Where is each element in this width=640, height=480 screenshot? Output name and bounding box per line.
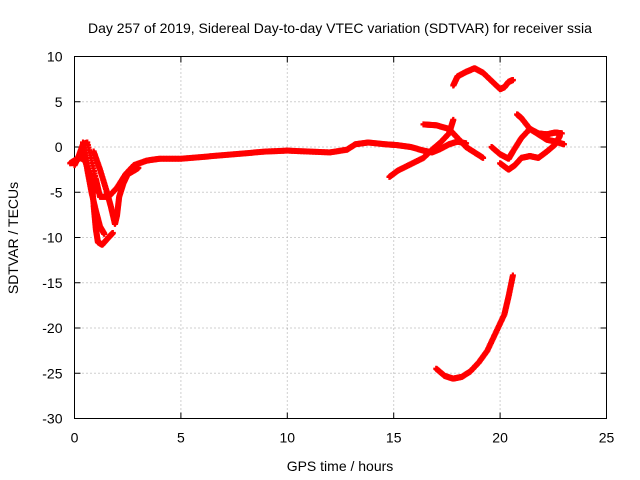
y-tick-label: -25 [42,365,62,381]
y-tick-label: -20 [42,320,62,336]
data-point [101,230,108,237]
data-point [90,189,97,196]
series-arc-high [450,65,516,93]
y-tick-label: 5 [55,94,63,110]
x-tick-label: 10 [280,430,296,446]
series-arc-dip [90,148,142,227]
chart-title: Day 257 of 2019, Sidereal Day-to-day VTE… [88,20,592,36]
series-arc-right-c [497,133,563,173]
data-marks [67,65,567,382]
x-tick-label: 15 [386,430,402,446]
data-point [509,272,516,279]
y-tick-label: 10 [47,49,63,65]
axis-ticks [74,56,607,419]
data-point [560,141,567,148]
y-axis-label: SDTVAR / TECUs [5,182,21,294]
series-arc-early [67,154,97,196]
x-tick-label: 5 [177,430,185,446]
data-point [480,154,487,161]
y-tick-label: -5 [50,184,63,200]
series-arc-drop-b [88,171,116,248]
data-point [450,116,457,123]
series-arc-right-b [514,111,565,138]
x-tick-label: 0 [71,430,79,446]
y-tick-label: -10 [42,230,62,246]
y-tick-label: 0 [55,139,63,155]
data-point [135,164,142,171]
series-arc-low [433,272,516,382]
series-arc-mid [420,121,487,161]
data-point [509,77,516,84]
tick-labels: 0 5 10 15 20 25 -30 -25 -20 -15 -10 -5 0 5 10 [42,49,614,446]
y-tick-label: -30 [42,411,62,427]
y-tick-label: -15 [42,275,62,291]
x-tick-label: 20 [492,430,508,446]
series-arc-right [488,125,567,162]
data-point [109,229,116,236]
grid [74,56,607,419]
data-point [556,133,563,140]
x-tick-label: 25 [599,430,615,446]
x-axis-label: GPS time / hours [287,458,394,474]
